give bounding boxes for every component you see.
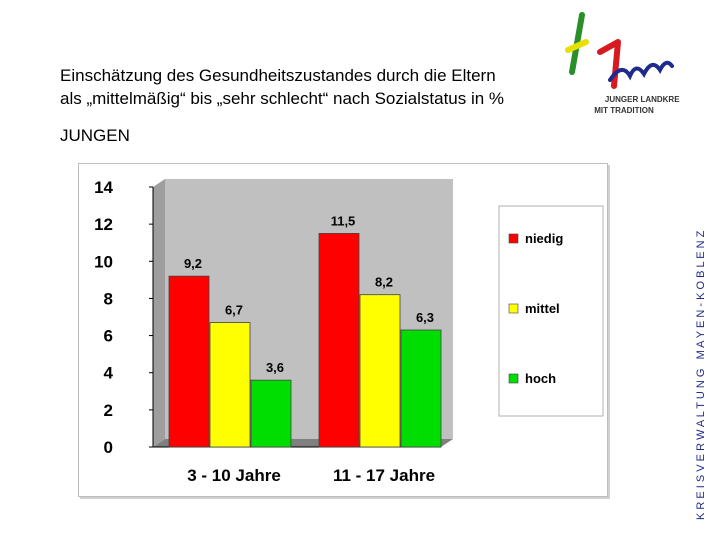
bar	[209, 322, 251, 448]
logo-text-2: MIT TRADITION	[594, 106, 654, 115]
data-label: 8,2	[375, 275, 393, 290]
plot-side-wall	[153, 179, 165, 447]
bar-chart: 0 2 4 6 8 10 12 14 9,2 6,7 3,6 3 - 10 Jahre 11,5 8,2 6…	[94, 178, 604, 485]
legend-label: niedig	[525, 231, 563, 246]
x-tick-label: 11 - 17 Jahre	[333, 466, 435, 485]
logo-blue-script	[608, 60, 674, 82]
data-label: 3,6	[266, 360, 284, 375]
legend-swatch	[508, 373, 519, 384]
y-tick-label: 8	[104, 289, 113, 308]
y-tick-label: 10	[94, 252, 113, 271]
side-banner-text: K R E I S V E R W A L T U N G M A Y E N …	[695, 230, 707, 520]
legend-swatch	[508, 233, 519, 244]
data-label: 6,7	[225, 303, 243, 318]
legend-label: mittel	[525, 301, 560, 316]
logo-text-1: JUNGER LANDKREIS	[605, 95, 680, 104]
y-tick-label: 0	[104, 438, 113, 457]
y-tick-label: 2	[104, 401, 113, 420]
data-label: 9,2	[184, 256, 202, 271]
chart-frame: 0 2 4 6 8 10 12 14 9,2 6,7 3,6 3 - 10 Jahre 11,5 8,2 6…	[78, 163, 608, 497]
data-label: 11,5	[331, 213, 356, 228]
side-banner: K R E I S V E R W A L T U N G M A Y E N …	[695, 230, 707, 520]
logo-yellow-stroke	[565, 39, 589, 53]
legend-label: hoch	[525, 371, 556, 386]
bar	[250, 379, 292, 448]
x-tick-label: 3 - 10 Jahre	[187, 466, 281, 485]
y-tick-label: 12	[94, 215, 113, 234]
bar	[168, 275, 210, 448]
bar	[318, 233, 360, 448]
logo: JUNGER LANDKREIS MIT TRADITION	[565, 12, 680, 115]
bar	[359, 294, 401, 448]
legend-swatch	[508, 303, 519, 314]
data-label: 6,3	[416, 310, 434, 325]
subtitle: JUNGEN	[60, 126, 130, 145]
y-tick-label: 6	[104, 327, 113, 346]
title-line-1: Einschätzung des Gesundheitszustandes du…	[60, 66, 496, 85]
title-line-2: als „mittelmäßig“ bis „sehr schlecht“ na…	[60, 89, 505, 108]
y-tick-label: 4	[104, 364, 114, 383]
bar	[400, 329, 442, 448]
y-tick-label: 14	[94, 178, 113, 197]
